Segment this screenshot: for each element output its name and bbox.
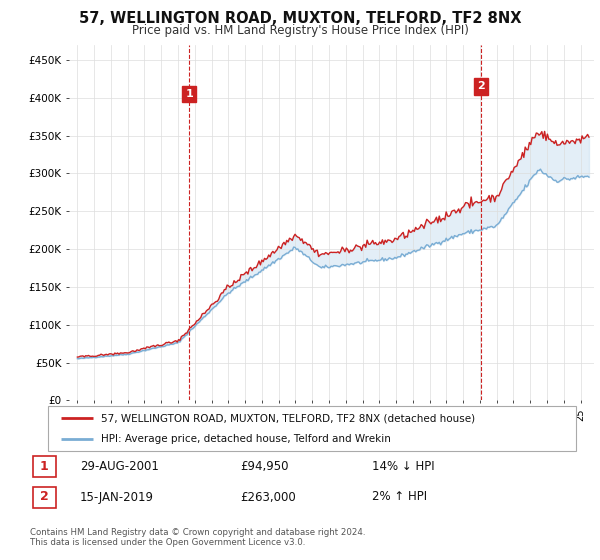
Text: HPI: Average price, detached house, Telford and Wrekin: HPI: Average price, detached house, Telf… — [101, 433, 391, 444]
Text: 57, WELLINGTON ROAD, MUXTON, TELFORD, TF2 8NX (detached house): 57, WELLINGTON ROAD, MUXTON, TELFORD, TF… — [101, 413, 475, 423]
Text: 15-JAN-2019: 15-JAN-2019 — [80, 491, 154, 503]
Text: 1: 1 — [40, 460, 49, 473]
Text: 14% ↓ HPI: 14% ↓ HPI — [372, 460, 435, 473]
Text: £94,950: £94,950 — [240, 460, 288, 473]
FancyBboxPatch shape — [33, 456, 56, 477]
FancyBboxPatch shape — [33, 487, 56, 507]
Text: 2: 2 — [40, 491, 49, 503]
Text: 2% ↑ HPI: 2% ↑ HPI — [372, 491, 427, 503]
Text: Contains HM Land Registry data © Crown copyright and database right 2024.
This d: Contains HM Land Registry data © Crown c… — [30, 528, 365, 547]
Text: 57, WELLINGTON ROAD, MUXTON, TELFORD, TF2 8NX: 57, WELLINGTON ROAD, MUXTON, TELFORD, TF… — [79, 11, 521, 26]
Text: 29-AUG-2001: 29-AUG-2001 — [80, 460, 158, 473]
FancyBboxPatch shape — [48, 406, 576, 451]
Text: 2: 2 — [477, 81, 484, 91]
Text: Price paid vs. HM Land Registry's House Price Index (HPI): Price paid vs. HM Land Registry's House … — [131, 24, 469, 36]
Text: £263,000: £263,000 — [240, 491, 296, 503]
Text: 1: 1 — [185, 89, 193, 99]
